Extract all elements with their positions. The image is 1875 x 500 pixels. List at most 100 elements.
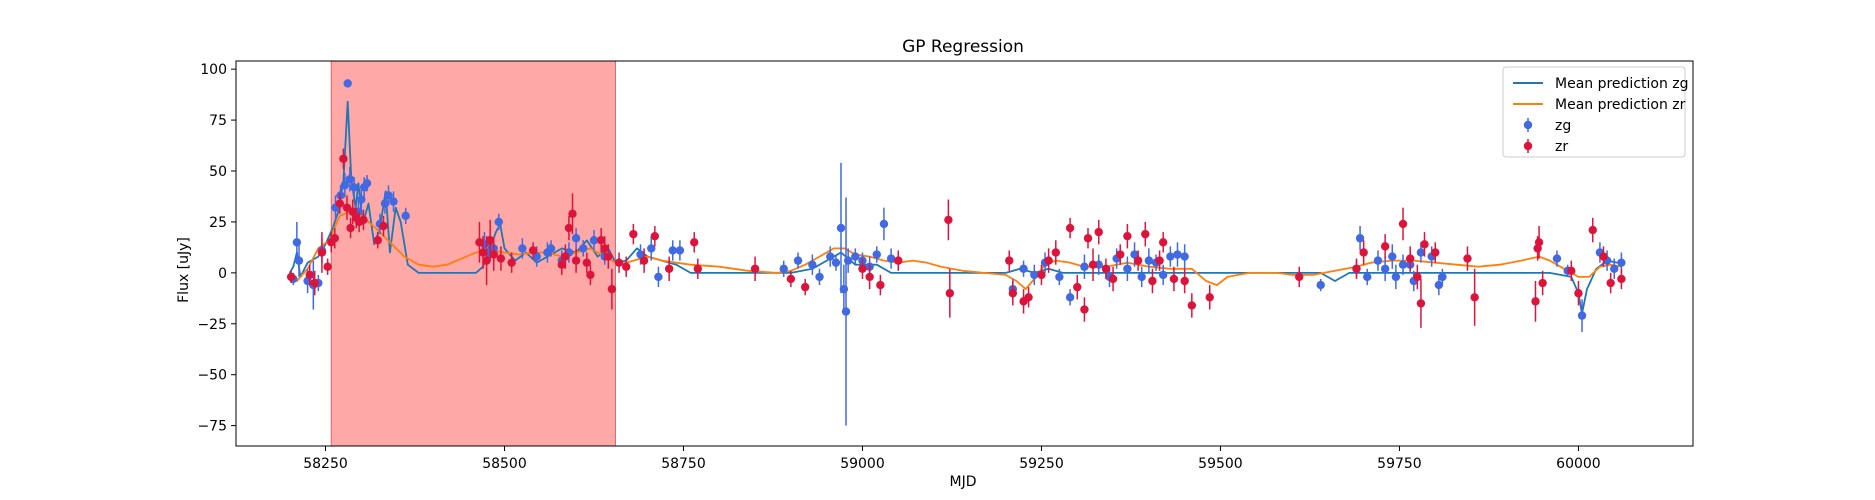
data-point [836,223,846,233]
data-point [1398,260,1408,269]
data-point [1552,254,1562,263]
data-point [693,264,703,273]
data-point [1166,252,1175,261]
data-point [489,250,498,259]
data-point [564,223,574,233]
data-point [582,258,592,267]
data-point [485,236,495,245]
data-point [579,244,588,253]
data-point [675,246,685,255]
data-point [1413,272,1422,282]
data-point [1073,282,1082,292]
data-point [636,250,645,259]
data-point [1173,250,1182,259]
data-point [1155,256,1164,265]
data-point [1388,252,1397,261]
data-point [1295,272,1304,282]
y-tick-label: −25 [197,317,227,333]
data-point [1363,272,1372,282]
data-point [690,238,699,247]
x-tick-label: 58500 [482,456,527,472]
data-point [945,289,955,298]
data-point [1137,272,1146,282]
data-point [384,191,393,200]
data-point [571,256,581,265]
data-point [779,264,788,273]
data-point [362,179,372,188]
data-point [1148,276,1157,286]
data-point [528,246,538,255]
y-tick-label: 0 [218,266,227,282]
data-point [793,256,803,265]
x-tick-label: 59250 [1019,456,1064,472]
data-point [1158,238,1168,247]
data-point [286,272,296,282]
plot-content [286,79,1626,426]
y-tick-label: 25 [209,215,227,231]
data-point [808,260,817,269]
data-point [843,256,853,265]
data-point [826,252,835,261]
data-point [614,258,624,267]
data-point [1463,254,1472,263]
data-point [1083,234,1093,243]
x-axis-label: MJD [950,474,977,490]
data-point [1434,280,1444,290]
x-tick-label: 59000 [840,456,885,472]
x-axis: 58250 58500 58750 59000 59250 59500 59750 60000 [303,446,1601,472]
data-point [750,264,760,273]
data-point [1588,225,1597,235]
data-point [1380,242,1390,251]
data-point [1416,248,1426,257]
data-point [1352,264,1361,273]
data-point [1051,248,1060,257]
legend: Mean prediction zg Mean prediction zr zg zr [1502,66,1689,158]
data-point [586,270,595,280]
data-point [359,215,368,225]
data-point [496,254,506,263]
data-point [944,215,953,225]
data-point [1617,274,1626,284]
x-tick-label: 59500 [1198,456,1243,472]
data-point [401,211,410,221]
data-point [1024,293,1033,302]
data-point [1205,293,1214,302]
data-point [1606,278,1615,288]
data-point [1316,280,1325,290]
data-point [1180,276,1189,286]
data-point [639,256,649,265]
data-point [494,217,503,227]
data-point [507,258,516,267]
data-point [1617,258,1626,267]
data-point [1030,270,1039,280]
y-tick-label: −50 [197,368,227,384]
legend-label-zg-line: Mean prediction zg [1555,76,1689,92]
data-point [330,234,340,243]
data-point [1420,240,1429,249]
y-axis: −75 −50 −25 0 25 50 75 100 [197,62,236,435]
data-point [1431,248,1440,257]
data-point [323,262,332,271]
data-point [607,284,617,294]
data-point [668,246,677,255]
legend-swatch-zg-points [1523,120,1533,130]
data-point [340,181,350,190]
data-point [1019,264,1028,273]
data-point [482,256,491,265]
y-axis-label: Flux [uJy] [176,237,192,303]
data-point [1133,256,1143,265]
data-point [568,209,577,218]
data-point [800,282,810,292]
data-point [478,248,488,257]
data-point [851,252,860,261]
data-point [839,284,849,294]
data-point [1044,256,1053,265]
data-point [831,258,841,267]
data-point [346,223,355,233]
data-point [339,154,348,163]
data-point [1359,248,1368,257]
chart-title: GP Regression [902,37,1024,57]
data-point [348,207,357,216]
data-point [310,278,319,288]
data-point [379,221,388,231]
